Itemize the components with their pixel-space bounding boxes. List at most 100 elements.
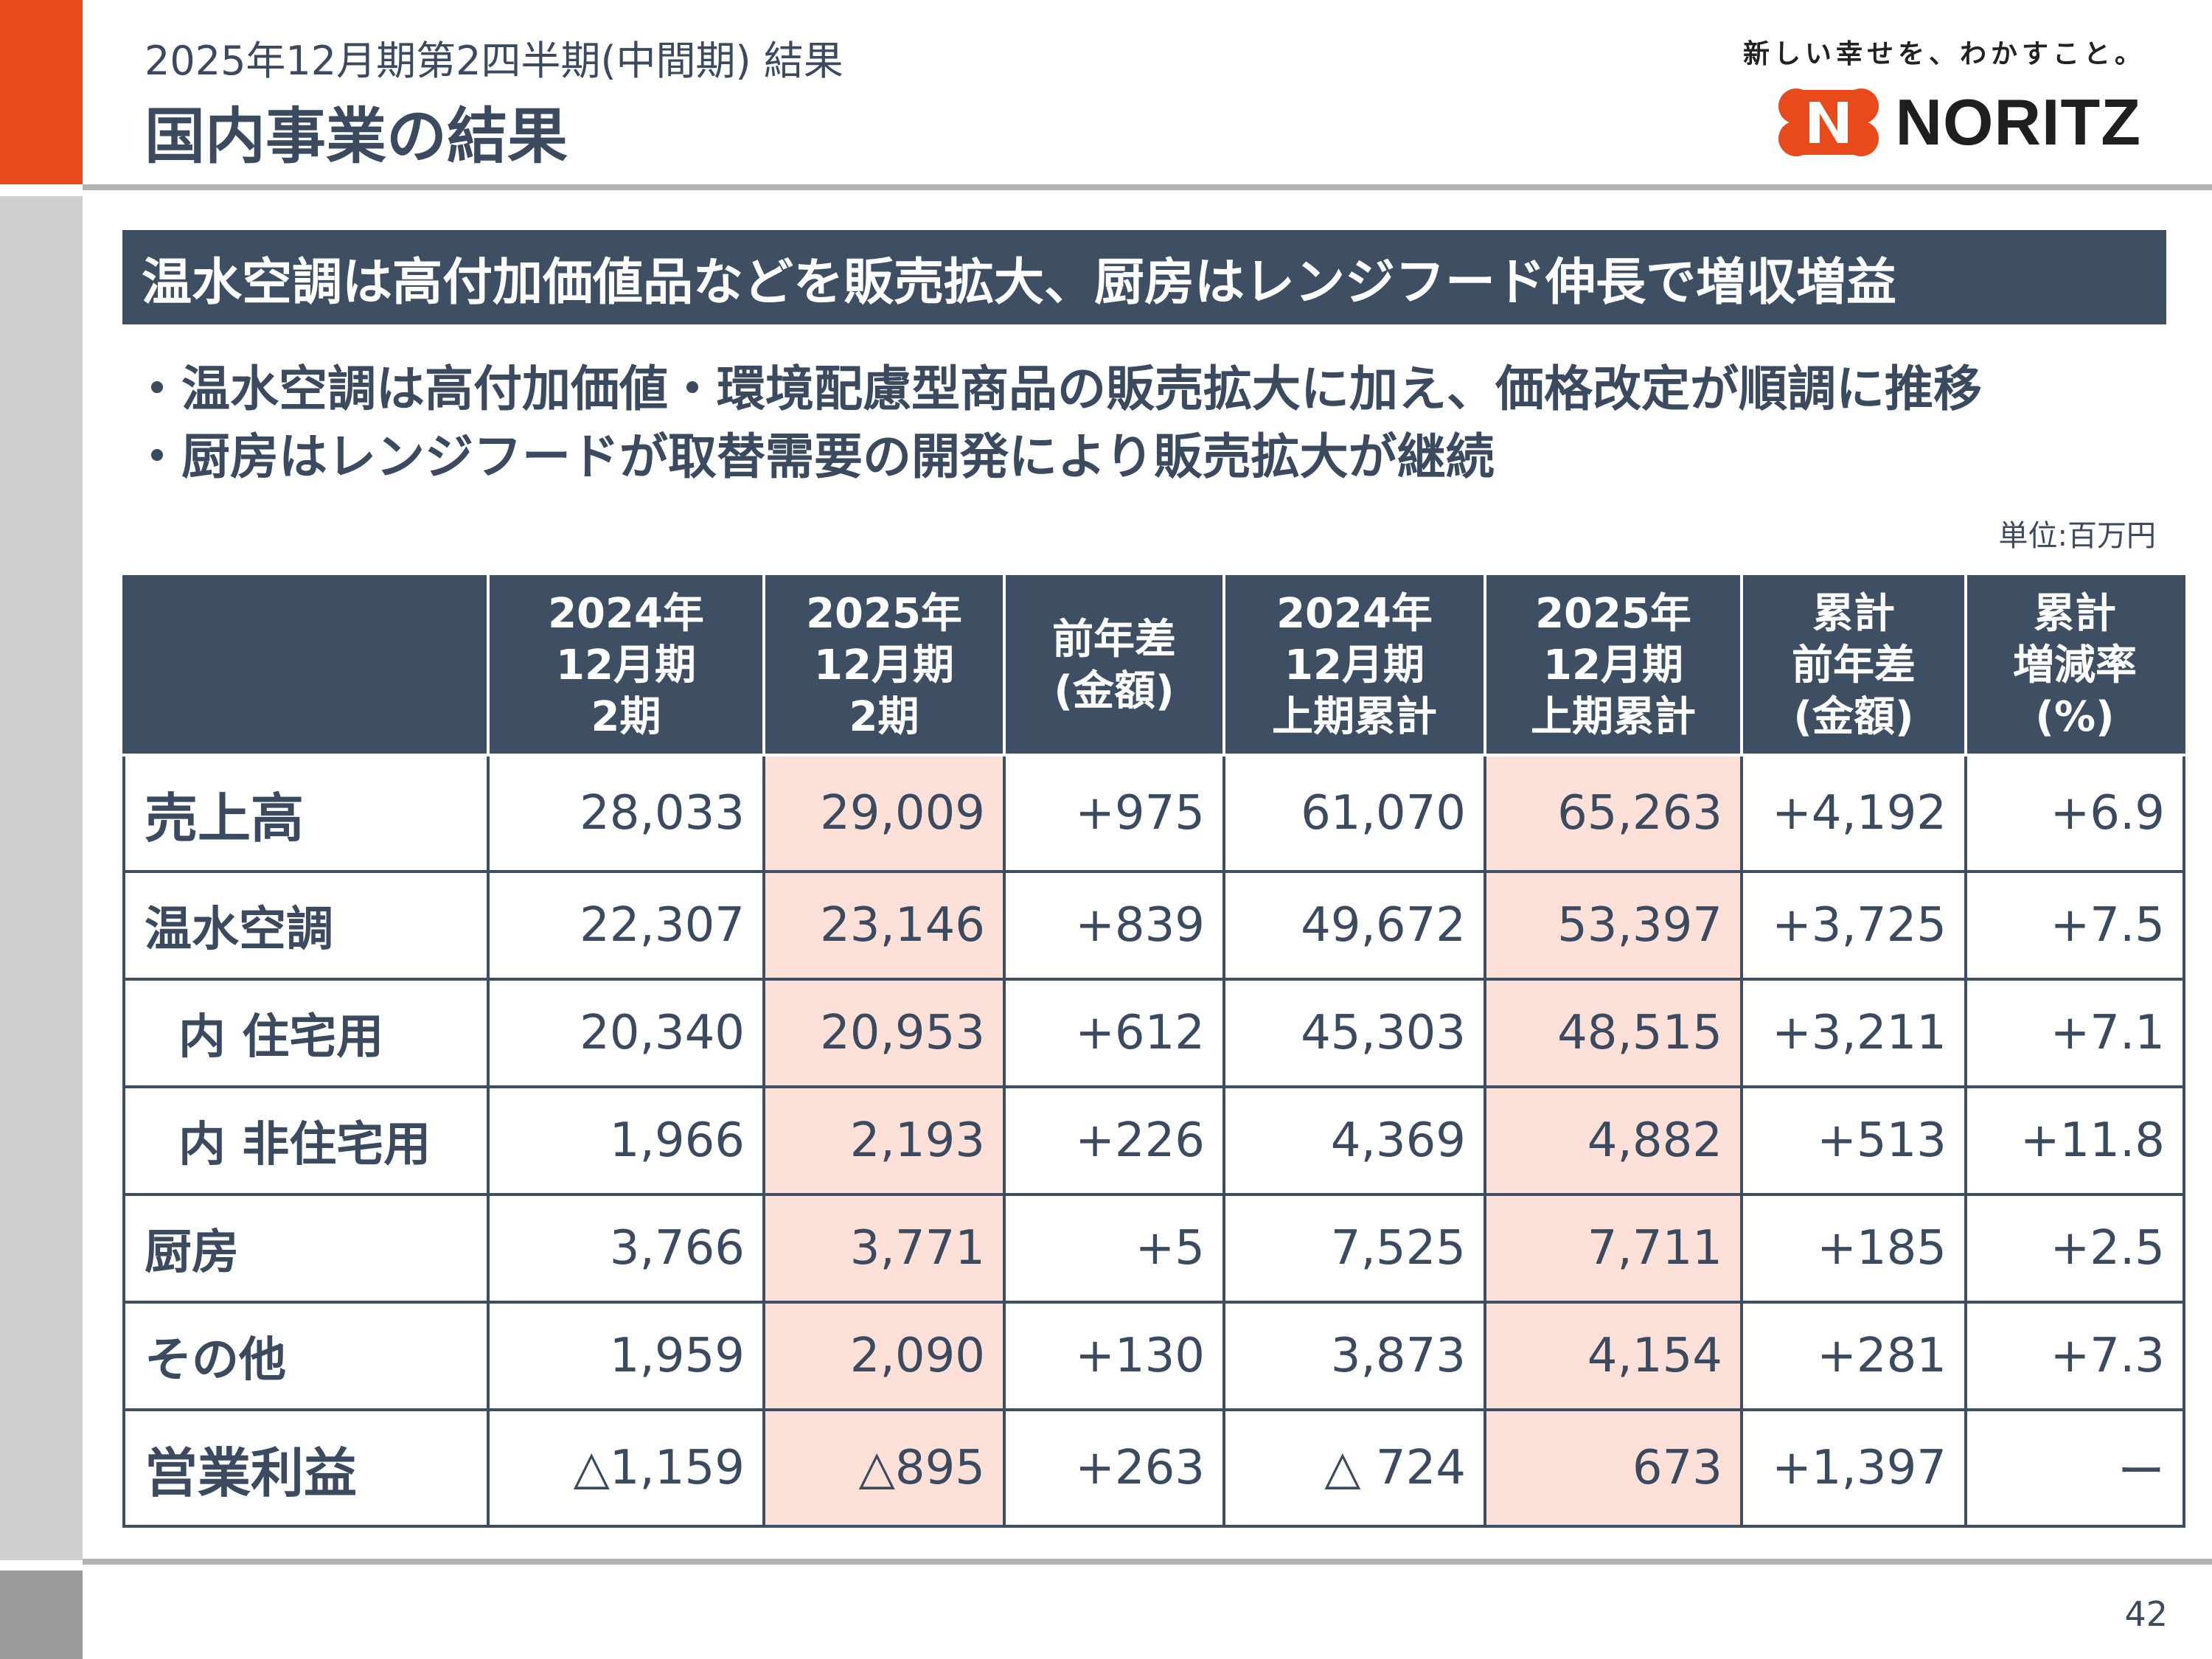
- table-row: 温水空調 22,307 23,146 +839 49,672 53,397 +3,725 +7…: [122, 870, 2185, 981]
- side-accent-bar: [0, 0, 83, 184]
- column-header-line: 12月期: [556, 641, 696, 689]
- bullet-item: ・厨房はレンジフードが取替需要の開発により販売拡大が継続: [133, 428, 1495, 485]
- table-cell: 20,953: [762, 978, 1006, 1088]
- table-cell: 65,263: [1484, 754, 1743, 873]
- column-header-line: 累計: [2034, 590, 2116, 638]
- table-cell: 4,154: [1484, 1301, 1743, 1411]
- table-cell: 22,307: [487, 870, 765, 981]
- row-label: 内 住宅用: [122, 978, 490, 1088]
- column-header-line: 2期: [849, 693, 919, 741]
- table-cell: +130: [1003, 1301, 1225, 1411]
- column-header-line: (金額): [1793, 693, 1914, 741]
- column-header-line: (%): [2035, 693, 2115, 741]
- table-cell: 3,766: [487, 1193, 765, 1304]
- column-header-line: 増減率: [2013, 641, 2137, 689]
- column-header-line: 12月期: [814, 641, 954, 689]
- side-gray-bottom-bar: [0, 1571, 83, 1659]
- summary-bullets: ・温水空調は高付加価値・環境配慮型商品の販売拡大に加え、価格改定が順調に推移 ・…: [133, 355, 1982, 491]
- table-cell: +612: [1003, 978, 1225, 1088]
- footer-divider: [83, 1559, 2212, 1565]
- table-cell: 3,771: [762, 1193, 1006, 1304]
- column-header-line: 前年差: [1792, 641, 1916, 689]
- column-header-line: 2024年: [548, 590, 704, 638]
- table-cell: +3,211: [1740, 978, 1967, 1088]
- table-cell: +7.1: [1964, 978, 2185, 1088]
- table-cell: +4,192: [1740, 754, 1967, 873]
- table-cell: +3,725: [1740, 870, 1967, 981]
- slide-title: 国内事業の結果: [145, 102, 568, 172]
- table-cell: 20,340: [487, 978, 765, 1088]
- table-cell: 4,369: [1222, 1085, 1486, 1196]
- table-cell: 673: [1484, 1408, 1743, 1528]
- column-header-line: 12月期: [1543, 641, 1683, 689]
- table-cell: 29,009: [762, 754, 1006, 873]
- headline-banner: 温水空調は高付加価値品などを販売拡大、厨房はレンジフード伸長で増収増益: [122, 230, 2166, 324]
- table-cell: 7,525: [1222, 1193, 1486, 1304]
- domestic-results-table: 2024年 12月期 2期 2025年 12月期 2期 前年差 (金額) 2024年 12月期 上期…: [122, 575, 2185, 1528]
- row-label: その他: [122, 1301, 490, 1411]
- table-cell: +11.8: [1964, 1085, 2185, 1196]
- column-header-line: 2025年: [806, 590, 962, 638]
- table-cell: +1,397: [1740, 1408, 1967, 1528]
- table-cell: 45,303: [1222, 978, 1486, 1088]
- table-cell: 49,672: [1222, 870, 1486, 981]
- table-cell: +263: [1003, 1408, 1225, 1528]
- row-label: 売上高: [122, 754, 490, 873]
- table-row: 厨房 3,766 3,771 +5 7,525 7,711 +185 +2.5: [122, 1193, 2185, 1304]
- table-cell: 3,873: [1222, 1301, 1486, 1411]
- table-cell: 4,882: [1484, 1085, 1743, 1196]
- side-gray-bar: [0, 196, 83, 1560]
- table-cell: +975: [1003, 754, 1225, 873]
- row-label: 厨房: [122, 1193, 490, 1304]
- table-cell: +7.3: [1964, 1301, 2185, 1411]
- header-divider: [83, 184, 2212, 190]
- table-row: 営業利益 △1,159 △895 +263 △ 724 673 +1,397 ー: [122, 1408, 2185, 1528]
- table-cell: ー: [1964, 1408, 2185, 1528]
- noritz-logo: NORITZ: [1777, 87, 2141, 158]
- column-header-line: 上期累計: [1531, 693, 1696, 741]
- table-cell: △ 724: [1222, 1408, 1486, 1528]
- column-header: 累計 前年差 (金額): [1740, 575, 1967, 757]
- table-cell: 61,070: [1222, 754, 1486, 873]
- brand-tagline: 新しい幸せを、わかすこと。: [1742, 39, 2146, 69]
- table-cell: 1,959: [487, 1301, 765, 1411]
- table-row: 内 非住宅用 1,966 2,193 +226 4,369 4,882 +513 +11.8: [122, 1085, 2185, 1196]
- table-cell: 23,146: [762, 870, 1006, 981]
- table-cell: +839: [1003, 870, 1225, 981]
- table-cell: △1,159: [487, 1408, 765, 1528]
- page-number: 42: [2124, 1594, 2168, 1634]
- column-header: 累計 増減率 (%): [1964, 575, 2185, 757]
- column-header: 前年差 (金額): [1003, 575, 1225, 757]
- table-cell: 28,033: [487, 754, 765, 873]
- column-header-line: 累計: [1812, 590, 1895, 638]
- column-header-line: 2期: [591, 693, 661, 741]
- table-cell: 1,966: [487, 1085, 765, 1196]
- table-cell: +281: [1740, 1301, 1967, 1411]
- column-header: 2024年 12月期 2期: [487, 575, 765, 757]
- table-cell: 48,515: [1484, 978, 1743, 1088]
- row-label: 温水空調: [122, 870, 490, 981]
- table-cell: 2,090: [762, 1301, 1006, 1411]
- table-cell: +7.5: [1964, 870, 2185, 981]
- brand-wordmark: NORITZ: [1895, 86, 2141, 159]
- table-row: 内 住宅用 20,340 20,953 +612 45,303 48,515 +3,211 +…: [122, 978, 2185, 1088]
- table-row: その他 1,959 2,090 +130 3,873 4,154 +281 +7.3: [122, 1301, 2185, 1411]
- table-cell: 53,397: [1484, 870, 1743, 981]
- column-header: [122, 575, 490, 757]
- row-label: 営業利益: [122, 1408, 490, 1528]
- table-cell: +5: [1003, 1193, 1225, 1304]
- table-cell: +185: [1740, 1193, 1967, 1304]
- column-header: 2025年 12月期 上期累計: [1484, 575, 1743, 757]
- unit-note: 単位:百万円: [1998, 519, 2156, 553]
- column-header-line: 2024年: [1276, 590, 1433, 638]
- noritz-logo-mark-icon: [1778, 88, 1879, 156]
- table-cell: +6.9: [1964, 754, 2185, 873]
- table-header-row: 2024年 12月期 2期 2025年 12月期 2期 前年差 (金額) 2024年 12月期 上期…: [122, 575, 2185, 757]
- table-cell: 7,711: [1484, 1193, 1743, 1304]
- table-cell: +513: [1740, 1085, 1967, 1196]
- column-header-line: 2025年: [1535, 590, 1691, 638]
- table-cell: 2,193: [762, 1085, 1006, 1196]
- column-header: 2024年 12月期 上期累計: [1222, 575, 1486, 757]
- column-header-line: (金額): [1054, 667, 1175, 715]
- table-cell: +2.5: [1964, 1193, 2185, 1304]
